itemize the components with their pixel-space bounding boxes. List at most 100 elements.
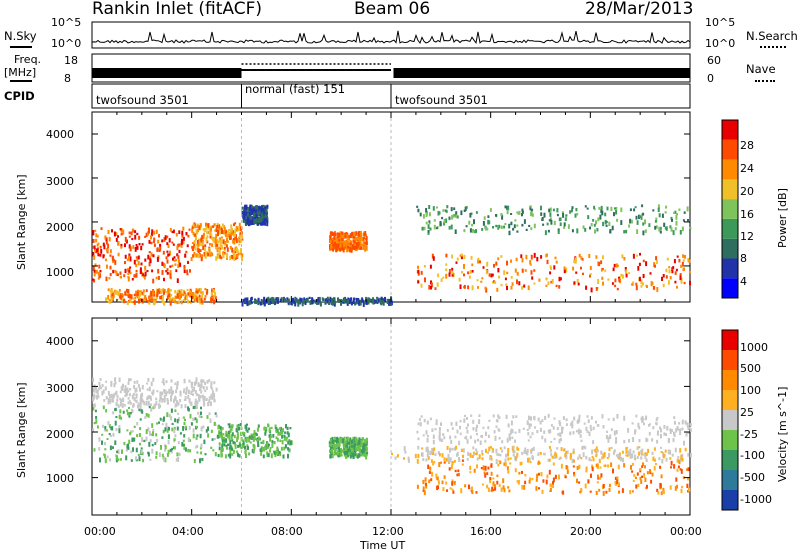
power-echo-cell: [143, 277, 146, 280]
power-echo-cell: [137, 255, 140, 260]
vel-echo-cell: [600, 450, 603, 454]
vel-echo-cell: [514, 456, 517, 460]
power-echo-cell: [635, 285, 638, 291]
vel-echo-cell: [208, 396, 211, 400]
vel-echo-cell: [169, 448, 172, 452]
power-echo-cell: [573, 282, 576, 286]
power-echo-cell: [317, 300, 320, 305]
vel-echo-cell: [422, 489, 425, 492]
power-echo-cell: [192, 295, 195, 298]
power-echo-cell: [586, 207, 589, 210]
power-echo-cell: [188, 291, 191, 297]
power-echo-cell: [352, 299, 355, 304]
power-echo-cell: [345, 240, 348, 243]
power-echo-cell: [259, 206, 261, 212]
vel-echo-cell: [535, 486, 538, 491]
vel-echo-cell: [225, 444, 228, 448]
power-echo-cell: [460, 210, 463, 216]
power-echo-cell: [143, 274, 146, 277]
vel-echo-cell: [95, 389, 98, 394]
power-echo-cell: [311, 300, 314, 305]
power-echo-cell: [196, 228, 199, 233]
vel-echo-cell: [142, 400, 145, 404]
power-echo-cell: [521, 213, 523, 217]
vel-echo-cell: [168, 388, 171, 393]
vel-echo-cell: [640, 457, 643, 460]
vel-echo-cell: [200, 416, 203, 419]
power-echo-cell: [209, 231, 212, 236]
power-echo-cell: [544, 230, 547, 236]
vel-echo-cell: [196, 434, 199, 437]
vel-echo-cell: [500, 487, 503, 492]
power-echo-cell: [500, 213, 503, 217]
vel-echo-cell: [353, 445, 356, 449]
vel-echo-cell: [224, 438, 227, 442]
power-echo-cell: [329, 239, 332, 243]
vel-echo-cell: [353, 437, 356, 441]
power-echo-cell: [549, 265, 552, 269]
power-echo-cell: [349, 245, 352, 250]
vel-echo-cell: [446, 446, 449, 450]
power-echo-cell: [242, 211, 245, 217]
power-echo-cell: [251, 208, 254, 213]
power-echo-cell: [169, 276, 172, 280]
power-echo-cell: [96, 243, 99, 247]
vel-echo-cell: [351, 439, 353, 444]
vel-echo-cell: [183, 388, 186, 391]
vel-echo-cell: [586, 430, 589, 433]
vel-echo-cell: [634, 429, 637, 433]
power-echo-cell: [123, 298, 125, 303]
power-echo-cell: [157, 275, 160, 280]
power-echo-cell: [177, 300, 180, 304]
power-echo-cell: [380, 300, 383, 305]
power-echo-cell: [450, 207, 453, 212]
vel-echo-cell: [345, 454, 348, 459]
vel-echo-cell: [120, 386, 123, 390]
power-echo-cell: [258, 206, 261, 211]
power-echo-cell: [272, 297, 275, 301]
vel-echo-cell: [134, 399, 137, 402]
power-echo-cell: [94, 263, 97, 267]
power-echo-cell: [332, 232, 335, 237]
power-echo-cell: [540, 212, 543, 216]
power-echo-cell: [589, 266, 592, 270]
vel-echo-cell: [190, 390, 193, 395]
vel-echo-cell: [351, 444, 353, 450]
power-echo-cell: [150, 296, 153, 301]
power-echo-cell: [151, 269, 154, 273]
power-echo-cell: [338, 232, 341, 236]
power-echo-cell: [134, 297, 137, 300]
power-echo-cell: [255, 209, 258, 213]
power-echo-cell: [254, 210, 257, 214]
vel-echo-cell: [497, 428, 500, 431]
power-echo-cell: [96, 248, 98, 252]
vel-echo-cell: [191, 382, 194, 385]
power-echo-cell: [373, 301, 376, 304]
power-echo-cell: [197, 297, 200, 303]
power-echo-cell: [362, 300, 365, 302]
vel-echo-cell: [438, 462, 441, 468]
vel-echo-cell: [608, 483, 611, 488]
power-echo-cell: [597, 279, 600, 284]
vel-echo-cell: [485, 431, 487, 436]
vel-echo-cell: [173, 399, 175, 403]
vel-echo-cell: [529, 423, 532, 427]
vel-echo-cell: [639, 468, 642, 471]
power-echo-cell: [652, 209, 655, 212]
vel-echo-cell: [339, 438, 342, 442]
vel-echo-cell: [659, 486, 662, 490]
vel-echo-cell: [669, 449, 672, 455]
power-echo-cell: [347, 234, 350, 240]
power-echo-cell: [311, 301, 314, 304]
vel-echo-cell: [329, 449, 332, 453]
vel-echo-cell: [140, 393, 143, 399]
power-echo-cell: [119, 293, 121, 298]
vel-echo-cell: [561, 427, 564, 430]
power-echo-cell: [142, 275, 145, 278]
vel-echo-cell: [119, 390, 122, 394]
power-echo-cell: [194, 233, 197, 237]
power-echo-cell: [674, 280, 677, 284]
vel-echo-cell: [99, 378, 102, 381]
power-echo-cell: [381, 298, 384, 302]
vel-echo-cell: [198, 415, 201, 418]
